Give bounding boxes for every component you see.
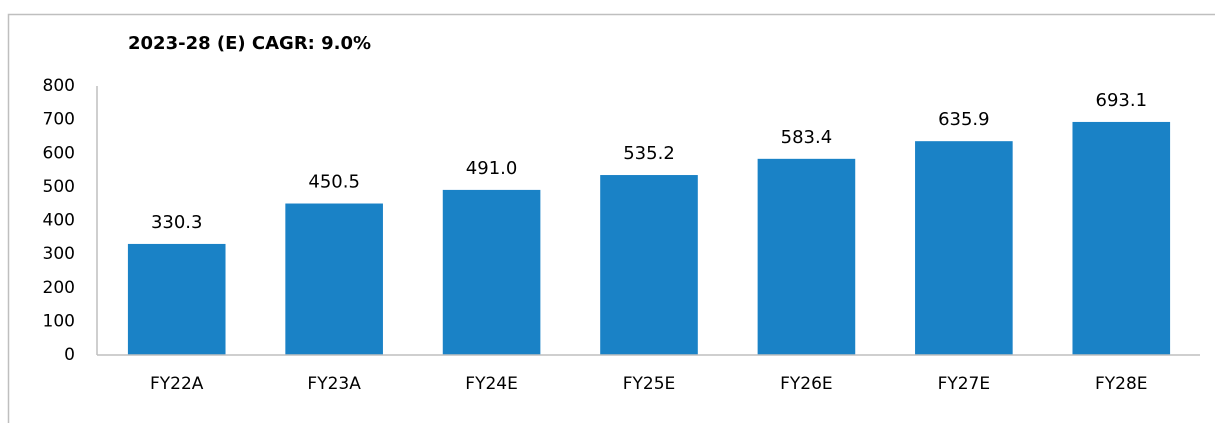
bar (757, 158, 856, 355)
y-tick-label: 600 (43, 143, 75, 163)
x-tick-label: FY22A (150, 374, 204, 394)
data-label: 491.0 (466, 158, 518, 179)
x-tick-label: FY26E (780, 374, 833, 394)
bar (915, 141, 1013, 355)
y-tick-label: 200 (43, 278, 75, 298)
bar (127, 243, 226, 355)
y-tick-label: 300 (43, 244, 75, 264)
y-tick-label: 0 (64, 345, 75, 365)
x-tick-label: FY24E (465, 374, 518, 394)
data-label: 583.4 (781, 127, 833, 148)
frame (7, 13, 1215, 423)
x-tick-label: FY25E (623, 374, 676, 394)
x-tick-label: FY27E (938, 374, 991, 394)
y-tick-label: 100 (43, 311, 75, 331)
y-tick-label: 400 (43, 211, 75, 231)
y-tick-label: 800 (43, 76, 75, 96)
data-label: 693.1 (1096, 90, 1148, 111)
x-tick-label: FY28E (1095, 374, 1148, 394)
bar (285, 203, 383, 355)
data-label: 450.5 (308, 172, 360, 193)
x-tick-label: FY23A (307, 374, 361, 394)
bar (600, 175, 698, 355)
chart-title: 2023-28 (E) CAGR: 9.0% (128, 33, 371, 54)
y-tick-label: 500 (43, 177, 75, 197)
data-label: 330.3 (151, 212, 203, 233)
bar (1072, 121, 1171, 355)
bar (442, 189, 541, 355)
data-label: 635.9 (938, 109, 990, 130)
data-label: 535.2 (623, 143, 675, 164)
y-tick-label: 700 (43, 110, 75, 130)
